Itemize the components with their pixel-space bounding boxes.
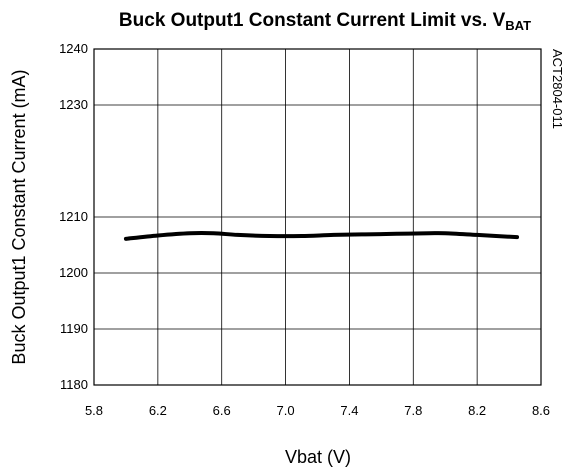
x-tick-label: 6.6 — [213, 403, 231, 418]
side-label: ACT2804-011 — [550, 49, 565, 129]
x-tick-label: 8.6 — [532, 403, 550, 418]
y-axis-ticks: 1240 1230 1210 1200 1190 1180 — [59, 41, 88, 392]
y-tick-label: 1190 — [60, 321, 88, 336]
y-tick-label: 1180 — [60, 377, 88, 392]
x-axis-label: Vbat (V) — [285, 447, 351, 467]
series-line — [123, 230, 520, 241]
plot-area — [93, 48, 542, 386]
chart-title-subscript: BAT — [505, 18, 531, 33]
y-tick-label: 1210 — [59, 209, 88, 224]
x-tick-label: 7.8 — [404, 403, 422, 418]
x-tick-label: 8.2 — [468, 403, 486, 418]
y-tick-label: 1230 — [59, 97, 88, 112]
grid — [94, 49, 541, 385]
chart-title: Buck Output1 Constant Current Limit vs. … — [119, 10, 531, 33]
y-tick-label: 1240 — [59, 41, 88, 56]
x-tick-label: 6.2 — [149, 403, 167, 418]
chart-title-main: Buck Output1 Constant Current Limit vs. … — [119, 10, 506, 31]
y-axis-label: Buck Output1 Constant Current (mA) — [9, 69, 29, 364]
y-tick-label: 1200 — [59, 265, 88, 280]
x-tick-label: 5.8 — [85, 403, 103, 418]
x-axis-ticks: 5.8 6.2 6.6 7.0 7.4 7.8 8.2 8.6 — [85, 403, 550, 418]
x-tick-label: 7.0 — [277, 403, 295, 418]
x-tick-label: 7.4 — [340, 403, 358, 418]
